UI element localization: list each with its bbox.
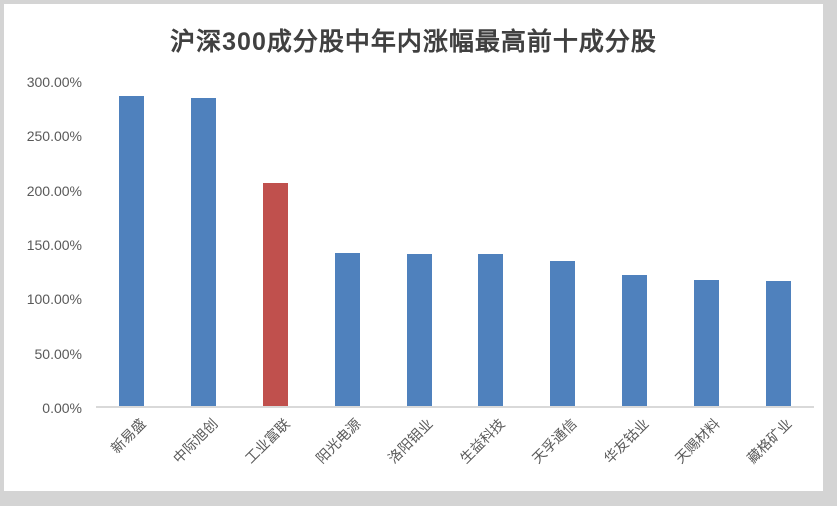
bar-藏格矿业 (765, 281, 791, 408)
bar-工业富联 (263, 182, 288, 408)
x-axis-label: 阳光电源 (313, 415, 365, 467)
x-axis-label: 天赐材料 (672, 415, 724, 467)
x-axis-label: 藏格矿业 (743, 415, 795, 467)
x-axis-label: 生益科技 (456, 415, 508, 467)
x-axis-line (96, 406, 814, 408)
y-tick-label: 100.00% (26, 291, 82, 308)
bar-中际旭创 (191, 97, 217, 408)
x-axis-label: 洛阳钼业 (384, 415, 436, 467)
y-tick-label: 50.00% (34, 345, 82, 362)
bar-天赐材料 (693, 280, 719, 408)
bar-生益科技 (478, 254, 504, 408)
x-axis-label: 新易盛 (107, 415, 149, 457)
y-tick-label: 200.00% (26, 182, 82, 199)
x-axis-label: 华友钴业 (600, 415, 652, 467)
x-axis-label: 天孚通信 (528, 415, 580, 467)
bar-华友钴业 (622, 275, 647, 408)
plot-area (96, 82, 814, 408)
chart-frame: 沪深300成分股中年内涨幅最高前十成分股 0.00% 50.00% 100.00% 1… (4, 4, 823, 491)
x-axis-label: 工业富联 (241, 415, 293, 467)
chart-title: 沪深300成分股中年内涨幅最高前十成分股 (170, 28, 657, 56)
bar-阳光电源 (334, 252, 360, 408)
x-axis-label: 中际旭创 (169, 415, 221, 467)
y-tick-label: 300.00% (26, 74, 82, 90)
y-tick-label: 150.00% (26, 237, 82, 253)
bar-新易盛 (119, 96, 145, 408)
bar-天孚通信 (550, 260, 576, 408)
y-tick-label: 250.00% (26, 128, 82, 145)
y-tick-label: 0.00% (42, 400, 82, 416)
bar-洛阳钼业 (406, 254, 432, 408)
